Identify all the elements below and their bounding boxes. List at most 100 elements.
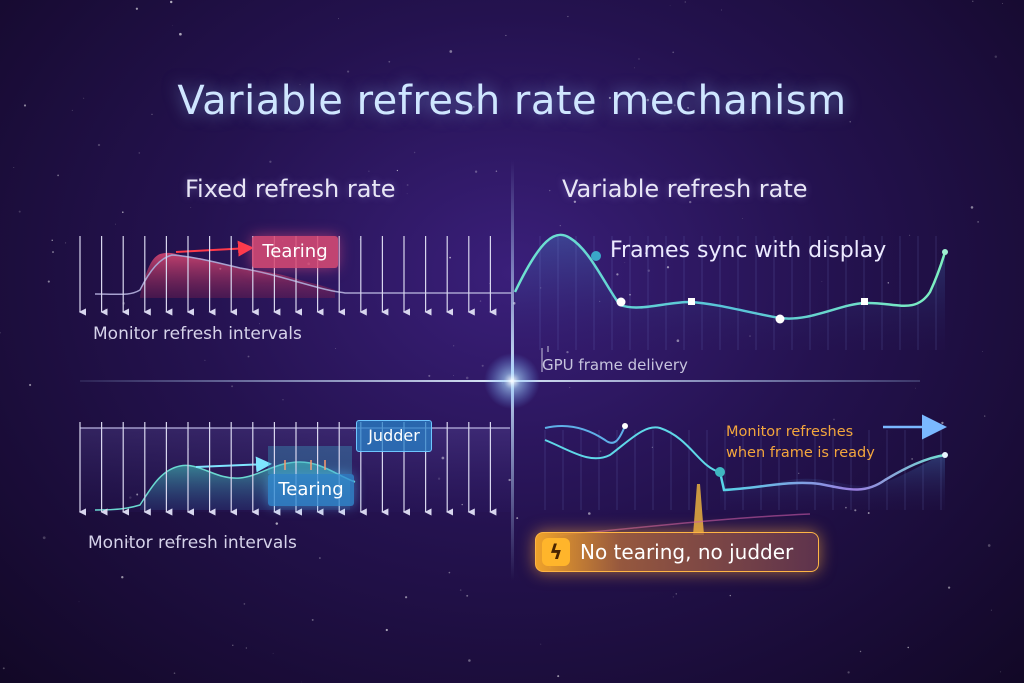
- tearing-area: [140, 252, 335, 298]
- star: [406, 193, 408, 195]
- star: [970, 206, 974, 209]
- star: [669, 4, 671, 6]
- variable-refresh-heading: Variable refresh rate: [562, 175, 808, 203]
- judder-markers: [284, 460, 326, 470]
- star: [909, 234, 911, 236]
- star: [638, 58, 640, 60]
- star: [468, 659, 471, 662]
- star: [999, 671, 1002, 673]
- star: [720, 9, 722, 11]
- star: [977, 221, 979, 223]
- star: [495, 170, 498, 172]
- right-top-grid: [539, 236, 937, 350]
- star: [915, 387, 916, 389]
- star: [644, 252, 647, 254]
- star: [29, 383, 32, 387]
- left-top-chart: [78, 236, 512, 316]
- result-badge: ϟ No tearing, no judder: [535, 532, 819, 572]
- star: [947, 586, 951, 589]
- star: [385, 628, 388, 632]
- star: [71, 109, 73, 111]
- star: [673, 104, 676, 107]
- star: [311, 618, 314, 621]
- right-bottom-grid: [544, 430, 942, 510]
- rb-ready-marker: [715, 467, 725, 477]
- star: [114, 223, 116, 225]
- star: [245, 647, 247, 649]
- star: [453, 345, 455, 347]
- star: [301, 681, 302, 683]
- star: [569, 386, 571, 388]
- star: [472, 106, 475, 108]
- divider-glow: [484, 353, 540, 409]
- star: [567, 15, 569, 18]
- star: [169, 0, 173, 4]
- monitor-intervals-caption-bottom: Monitor refresh intervals: [88, 533, 297, 553]
- star: [733, 436, 735, 438]
- fixed-refresh-heading: Fixed refresh rate: [185, 175, 396, 203]
- frame-sync-curve: [513, 233, 947, 320]
- right-bottom-area: [720, 454, 945, 510]
- sync-point-marker: [591, 251, 601, 261]
- star: [489, 282, 490, 284]
- star: [83, 97, 85, 99]
- star: [549, 189, 551, 192]
- star: [629, 293, 631, 296]
- star: [282, 399, 284, 401]
- star: [57, 174, 59, 177]
- star: [984, 415, 986, 417]
- star: [465, 376, 469, 380]
- star: [172, 25, 174, 26]
- star: [406, 184, 409, 186]
- star: [0, 331, 1, 334]
- star: [42, 536, 46, 540]
- star: [689, 200, 692, 204]
- star: [982, 351, 983, 352]
- star: [474, 170, 478, 173]
- star: [646, 98, 650, 102]
- star: [941, 421, 944, 425]
- star: [108, 338, 111, 340]
- star: [448, 571, 451, 574]
- star: [335, 348, 337, 349]
- star: [803, 189, 806, 192]
- star: [573, 200, 577, 203]
- frames-sync-annotation: Frames sync with display: [610, 238, 887, 263]
- star: [647, 269, 651, 272]
- star: [449, 256, 451, 259]
- star: [51, 239, 53, 241]
- star: [13, 167, 15, 169]
- star: [104, 308, 107, 311]
- rb-point-end: [942, 452, 948, 458]
- star: [994, 55, 998, 58]
- star: [78, 601, 80, 603]
- star: [52, 251, 54, 253]
- star: [687, 106, 690, 109]
- tearing-label-top: Tearing: [252, 236, 338, 268]
- star: [204, 359, 206, 362]
- frame-point-end: [942, 249, 948, 255]
- rb-point-start: [622, 423, 628, 429]
- monitor-refresh-line-1: Monitor refreshes: [726, 424, 854, 440]
- left-bottom-curve: [94, 461, 356, 511]
- star: [126, 540, 130, 544]
- star: [608, 96, 611, 99]
- star: [684, 1, 686, 3]
- star: [97, 143, 101, 147]
- frame-ready-spike: [693, 484, 704, 535]
- star: [23, 104, 27, 107]
- refresh-ticks-top: [78, 236, 497, 316]
- star: [243, 603, 246, 605]
- star: [972, 0, 974, 2]
- star: [911, 458, 913, 460]
- star: [672, 596, 674, 598]
- page-title: Variable refresh rate mechanism: [177, 78, 847, 124]
- star: [173, 542, 176, 545]
- right-top-chart: [513, 233, 948, 372]
- star: [821, 281, 823, 282]
- star: [232, 644, 234, 646]
- judder-highlight: [268, 446, 352, 474]
- star: [634, 67, 635, 69]
